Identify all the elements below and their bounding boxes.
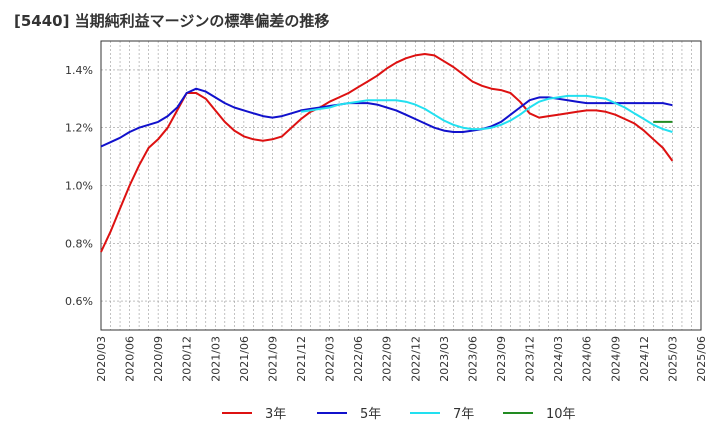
x-tick-label: 2024/12 xyxy=(638,336,651,382)
x-tick-label: 2022/06 xyxy=(352,336,365,382)
legend-label-3: 10年 xyxy=(546,407,576,422)
grid-lines xyxy=(100,41,702,330)
x-tick-label: 2025/03 xyxy=(666,336,679,382)
x-tick-label: 2023/09 xyxy=(495,336,508,382)
x-tick-label: 2024/06 xyxy=(581,336,594,382)
x-tick-label: 2021/06 xyxy=(238,336,251,382)
x-tick-label: 2020/03 xyxy=(95,336,108,382)
x-tick-label: 2021/12 xyxy=(295,336,308,382)
x-tick-label: 2024/09 xyxy=(609,336,622,382)
legend: 3年 5年 7年 10年 xyxy=(222,407,576,422)
x-tick-label: 2021/03 xyxy=(209,336,222,382)
series-line-1 xyxy=(100,87,673,148)
x-tick-labels: 2020/03 2020/06 2020/09 2020/12 2021/03 2021/… xyxy=(95,336,708,382)
x-tick-label: 2022/09 xyxy=(381,336,394,382)
y-tick-label: 0.6% xyxy=(65,295,93,308)
x-tick-label: 2022/03 xyxy=(324,336,337,382)
chart-title: [5440] 当期純利益マージンの標準偏差の推移 xyxy=(14,12,330,30)
series-line-0 xyxy=(100,53,674,253)
plot-area-frame xyxy=(100,40,702,331)
x-tick-label: 2020/06 xyxy=(124,336,137,382)
series-line-2 xyxy=(300,94,673,133)
legend-label-2: 7年 xyxy=(453,407,474,422)
x-tick-label: 2021/09 xyxy=(266,336,279,382)
y-tick-label: 1.0% xyxy=(65,180,93,193)
x-tick-label: 2020/09 xyxy=(152,336,165,382)
y-tick-labels: 0.6% 0.8% 1.0% 1.2% 1.4% xyxy=(65,64,93,308)
y-tick-label: 0.8% xyxy=(65,237,93,250)
legend-label-1: 5年 xyxy=(360,407,381,422)
y-tick-label: 1.4% xyxy=(65,64,93,77)
x-tick-label: 2025/06 xyxy=(695,336,708,382)
series-lines xyxy=(100,53,674,253)
x-tick-label: 2022/12 xyxy=(409,336,422,382)
x-tick-label: 2023/12 xyxy=(524,336,537,382)
x-tick-label: 2023/06 xyxy=(466,336,479,382)
x-tick-label: 2020/12 xyxy=(181,336,194,382)
x-tick-label: 2023/03 xyxy=(438,336,451,382)
y-tick-label: 1.2% xyxy=(65,122,93,135)
x-tick-label: 2024/03 xyxy=(552,336,565,382)
legend-label-0: 3年 xyxy=(265,407,286,422)
